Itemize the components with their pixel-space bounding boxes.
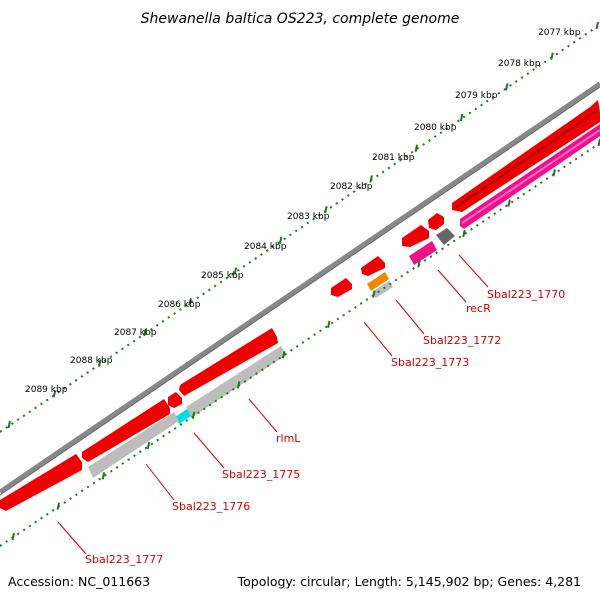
- kbp-label: 2088 kbp: [70, 356, 113, 366]
- gene-label-leaders: [57, 254, 489, 555]
- leader-sbal223-1773: [363, 321, 393, 357]
- leader-sbal223-1772: [395, 299, 425, 335]
- outer-scale-ticks: [7, 21, 599, 429]
- backbone-inner-line: [0, 86, 600, 496]
- cds-feature-1772a-fwd[interactable]: [402, 225, 429, 247]
- cds-feature-recr-rev[interactable]: [409, 241, 437, 265]
- leader-sbal223-1770: [458, 254, 489, 288]
- cds-feature-1772b-fwd[interactable]: [361, 256, 385, 276]
- kbp-label: 2081 kbp: [372, 153, 415, 163]
- scale-tick: [7, 420, 11, 429]
- kbp-label: 2080 kbp: [414, 123, 457, 133]
- scale-tick: [281, 350, 286, 359]
- scale-tick: [101, 472, 106, 480]
- accession-text: Accession: NC_011663: [8, 574, 151, 589]
- inner-scale-line: [0, 142, 600, 547]
- kbp-label: 2079 kbp: [455, 91, 498, 101]
- inner-scale-ticks: [11, 138, 600, 541]
- scale-tick: [462, 229, 466, 238]
- kbp-label: 2083 kbp: [287, 212, 330, 222]
- cds-feature-recr-fwd[interactable]: [428, 213, 444, 230]
- leader-sbal223-1777: [57, 521, 87, 555]
- leader-recr: [437, 269, 467, 303]
- gene-label[interactable]: recR: [466, 302, 491, 315]
- kbp-label: 2082 kbp: [330, 182, 373, 192]
- gene-feature-orange[interactable]: [367, 272, 389, 291]
- outer-scale-line: [0, 25, 599, 433]
- gene-label[interactable]: Sbal223_1777: [85, 553, 163, 566]
- scale-tick: [143, 328, 147, 337]
- kbp-label: 2077 kbp: [538, 28, 581, 38]
- topology-text: Topology: circular; Length: 5,145,902 bp…: [237, 574, 581, 589]
- gene-feature-dark[interactable]: [436, 228, 455, 245]
- cds-feature-1770-rev-shade: [461, 129, 600, 224]
- kbp-label: 2089 kbp: [25, 385, 68, 395]
- scale-tick: [52, 390, 57, 398]
- gene-label[interactable]: Sbal223_1770: [487, 288, 565, 301]
- gene-labels: Sbal223_1770 recR Sbal223_1772 Sbal223_1…: [85, 288, 565, 566]
- cds-feature-small-fwd[interactable]: [168, 392, 182, 408]
- scale-tick: [369, 175, 373, 183]
- gene-feature-gray-rev-2[interactable]: [88, 412, 179, 478]
- gene-feature-gray-small[interactable]: [372, 281, 393, 298]
- gene-label[interactable]: Sbal223_1772: [423, 334, 501, 347]
- scale-tick: [56, 502, 61, 510]
- gene-label[interactable]: rlmL: [276, 432, 301, 445]
- leader-sbal223-1775: [193, 432, 225, 469]
- outer-scale: [0, 21, 599, 433]
- gene-feature-cyan[interactable]: [175, 409, 191, 424]
- kbp-label: 2087 kbp: [114, 328, 157, 338]
- scale-tick: [11, 532, 15, 541]
- scale-tick: [595, 21, 599, 30]
- scale-tick: [552, 169, 556, 177]
- scale-tick: [236, 381, 241, 389]
- scale-tick: [414, 144, 419, 152]
- scale-tick: [191, 411, 196, 419]
- gene-feature-gray-long[interactable]: [186, 346, 286, 418]
- forward-strand-features: [0, 100, 600, 511]
- scale-tick: [146, 441, 151, 450]
- scale-tick: [97, 359, 102, 367]
- scale-tick: [233, 267, 238, 275]
- kbp-labels: 2077 kbp 2078 kbp 2079 kbp 2080 kbp 2081…: [25, 28, 581, 395]
- scale-tick: [417, 260, 421, 268]
- kbp-label: 2084 kbp: [244, 242, 287, 252]
- cds-feature-1777-fwd[interactable]: [0, 454, 82, 511]
- gene-label[interactable]: Sbal223_1776: [172, 500, 250, 513]
- gene-label[interactable]: Sbal223_1773: [391, 356, 469, 369]
- inner-scale: [0, 138, 600, 547]
- scale-tick: [372, 290, 376, 298]
- leader-rlml: [248, 398, 278, 433]
- kbp-label: 2078 kbp: [498, 59, 541, 69]
- reverse-strand-features: [88, 124, 600, 478]
- cds-feature-1775-fwd[interactable]: [82, 399, 170, 462]
- scale-tick: [327, 320, 331, 329]
- scale-tick: [550, 52, 554, 60]
- gene-label[interactable]: Sbal223_1775: [222, 468, 300, 481]
- kbp-label: 2085 kbp: [201, 271, 244, 281]
- cds-feature-rlml-fwd[interactable]: [179, 328, 278, 396]
- map-title: Shewanella baltica OS223, complete genom…: [141, 11, 460, 27]
- genome-backbone: [0, 81, 600, 496]
- scale-tick: [324, 205, 328, 214]
- scale-tick: [507, 199, 511, 207]
- backbone-outer-line: [0, 81, 600, 495]
- cds-feature-1770-fwd-shade: [455, 109, 599, 208]
- kbp-label: 2086 kbp: [158, 300, 201, 310]
- cds-feature-1773-fwd[interactable]: [331, 278, 352, 297]
- scale-tick: [459, 113, 464, 122]
- scale-tick: [188, 298, 192, 306]
- scale-tick: [505, 83, 509, 91]
- leader-sbal223-1776: [145, 463, 175, 501]
- scale-tick: [278, 236, 283, 245]
